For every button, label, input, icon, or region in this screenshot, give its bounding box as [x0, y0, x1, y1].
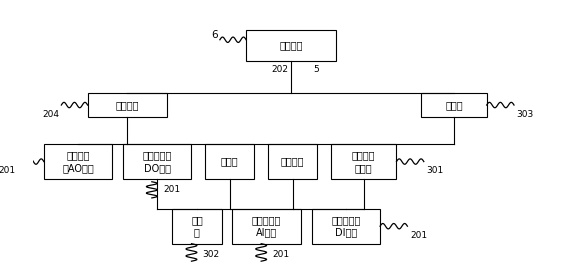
Text: 301: 301	[426, 166, 444, 175]
FancyBboxPatch shape	[205, 144, 254, 179]
Text: 数据采集卡
DO通道: 数据采集卡 DO通道	[142, 150, 172, 173]
FancyBboxPatch shape	[331, 144, 396, 179]
Text: 数据采集卡
AI通道: 数据采集卡 AI通道	[252, 215, 281, 237]
Text: 万用表卡: 万用表卡	[116, 100, 139, 110]
Text: 303: 303	[517, 110, 534, 119]
Text: 数据采集
卡AO通道: 数据采集 卡AO通道	[62, 150, 94, 173]
FancyBboxPatch shape	[123, 144, 192, 179]
FancyBboxPatch shape	[246, 30, 336, 61]
Text: 201: 201	[272, 250, 289, 259]
Text: 204: 204	[42, 110, 59, 119]
FancyBboxPatch shape	[88, 93, 167, 117]
Text: 201: 201	[0, 166, 16, 175]
Text: 6: 6	[211, 30, 218, 41]
FancyBboxPatch shape	[421, 93, 487, 117]
Text: 202: 202	[271, 65, 289, 74]
Text: 示波
器: 示波 器	[191, 215, 203, 237]
FancyBboxPatch shape	[268, 144, 317, 179]
FancyBboxPatch shape	[312, 209, 380, 244]
Text: 任意波形
发生器: 任意波形 发生器	[352, 150, 375, 173]
Text: 电源模块: 电源模块	[281, 157, 304, 166]
Text: 201: 201	[164, 185, 181, 194]
Text: 电阻卡: 电阻卡	[221, 157, 239, 166]
Text: 频率计: 频率计	[445, 100, 462, 110]
Text: 校准仪表: 校准仪表	[279, 40, 303, 50]
FancyBboxPatch shape	[173, 209, 221, 244]
Text: 数据采集卡
DI通道: 数据采集卡 DI通道	[331, 215, 361, 237]
FancyBboxPatch shape	[232, 209, 301, 244]
Text: 5: 5	[313, 65, 319, 74]
FancyBboxPatch shape	[44, 144, 112, 179]
Text: 201: 201	[410, 231, 427, 240]
Text: 302: 302	[202, 250, 220, 259]
